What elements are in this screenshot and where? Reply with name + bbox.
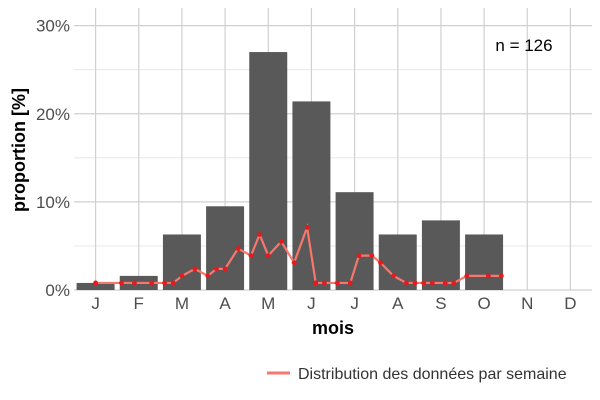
plot-panel <box>74 8 592 290</box>
weekly-series-point <box>170 280 176 286</box>
weekly-series-point <box>265 253 271 259</box>
x-tick-label: M <box>175 294 189 313</box>
weekly-series-point <box>347 280 353 286</box>
x-tick-label: F <box>134 294 144 313</box>
n-annotation: n = 126 <box>495 36 552 55</box>
x-tick-label: N <box>521 294 533 313</box>
y-tick-label: 10% <box>36 193 70 212</box>
weekly-series-point <box>162 280 168 286</box>
weekly-series-point <box>313 280 319 286</box>
legend: Distribution des données par semaine <box>267 366 567 383</box>
y-axis-label: proportion [%] <box>9 88 29 212</box>
weekly-series-point <box>205 273 211 279</box>
y-tick-labels: 0% 10% 20% 30% <box>36 17 70 300</box>
x-tick-label: J <box>307 294 316 313</box>
x-tick-label: M <box>261 294 275 313</box>
bar <box>335 192 374 290</box>
weekly-series-point <box>149 280 155 286</box>
weekly-series-point <box>403 280 409 286</box>
bar <box>465 234 504 290</box>
x-tick-label: A <box>392 294 404 313</box>
weekly-series-point <box>132 280 137 286</box>
x-axis-label: mois <box>312 318 354 338</box>
weekly-series-point <box>235 246 241 251</box>
weekly-series-point <box>464 273 470 279</box>
x-tick-label: J <box>91 294 100 313</box>
y-tick-label: 30% <box>36 17 70 36</box>
x-tick-label: S <box>435 294 446 313</box>
weekly-series-point <box>222 266 228 272</box>
x-tick-label: O <box>477 294 490 313</box>
x-tick-label: J <box>350 294 359 313</box>
bars <box>76 52 504 290</box>
weekly-series-point <box>214 266 219 272</box>
legend-label: Distribution des données par semaine <box>298 366 567 383</box>
weekly-line-series <box>93 223 504 286</box>
weekly-series-point <box>248 253 254 259</box>
weekly-series-point <box>369 253 375 259</box>
weekly-series-point <box>192 266 198 272</box>
weekly-series-point <box>378 260 383 266</box>
bar <box>162 234 201 290</box>
x-tick-label: A <box>219 294 231 313</box>
weekly-series-point <box>442 280 448 286</box>
weekly-series-point <box>291 260 297 266</box>
y-tick-label: 20% <box>36 105 70 124</box>
bar <box>249 52 288 290</box>
weekly-series-point <box>412 280 418 286</box>
weekly-series-point <box>257 232 263 237</box>
weekly-series-point <box>391 273 396 279</box>
weekly-series-point <box>451 280 457 286</box>
bar <box>378 234 417 290</box>
weekly-series-point <box>486 273 491 279</box>
weekly-series-point <box>356 253 362 259</box>
bar <box>421 220 460 290</box>
weekly-series-point <box>119 280 124 286</box>
weekly-series-point <box>93 280 98 286</box>
weekly-series-point <box>429 280 435 286</box>
weekly-series-point <box>321 280 327 286</box>
weekly-series-point <box>304 225 310 230</box>
x-tick-label: D <box>564 294 576 313</box>
weekly-series-point <box>498 273 504 279</box>
weekly-series-point <box>278 239 284 244</box>
weekly-series-point <box>421 280 427 286</box>
weekly-series-point <box>179 273 185 279</box>
weekly-series-point <box>334 280 340 286</box>
y-tick-label: 0% <box>45 281 70 300</box>
bar <box>76 282 115 290</box>
